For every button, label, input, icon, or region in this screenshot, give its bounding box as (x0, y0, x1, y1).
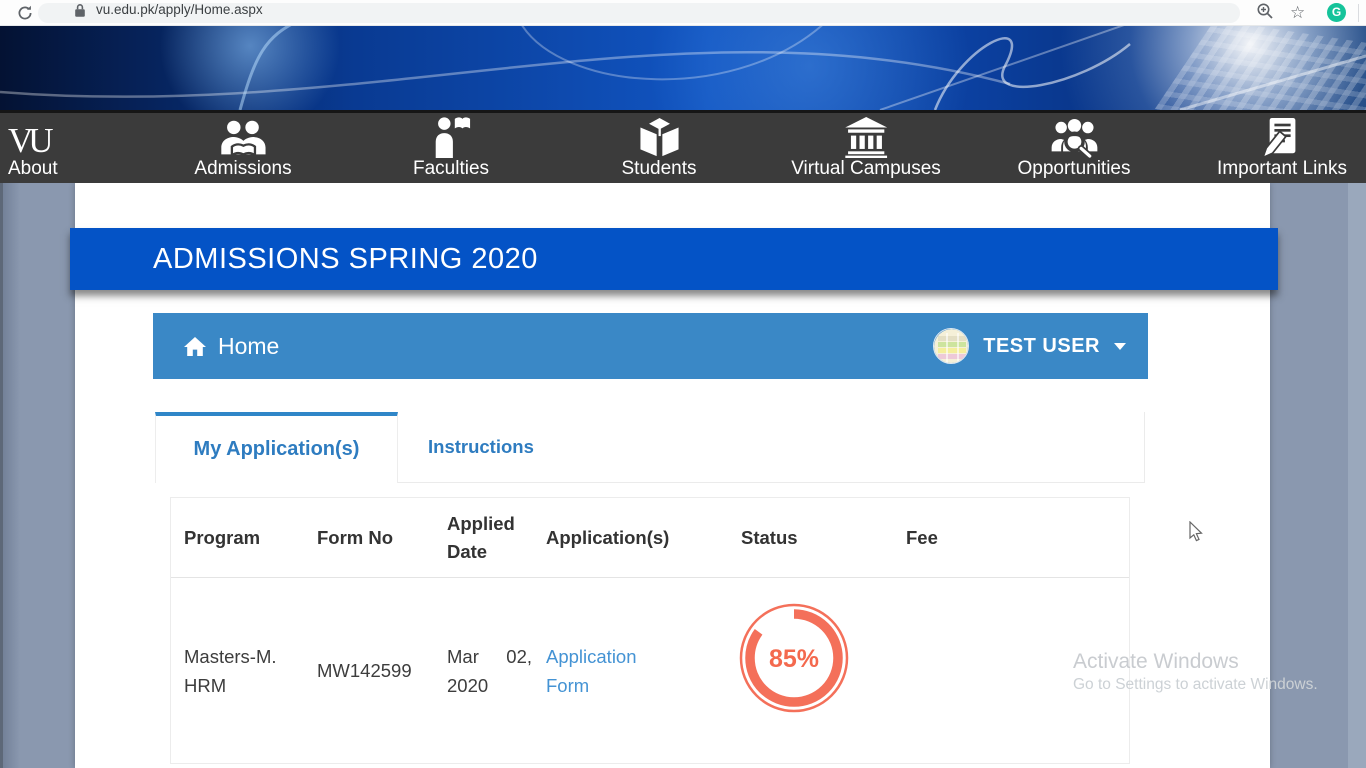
col-header-program: Program (184, 526, 261, 548)
vu-logo: VU (8, 121, 54, 160)
bookmark-star-icon[interactable]: ☆ (1290, 3, 1306, 22)
status-progress-arc (745, 608, 843, 707)
browser-toolbar: vu.edu.pk/apply/Home.aspx ☆ G (0, 0, 1366, 26)
campus-building-icon (845, 116, 887, 158)
nav-label-opportunities: Opportunities (1017, 158, 1131, 179)
window-edge (0, 183, 3, 768)
chevron-down-icon (1114, 342, 1126, 350)
tab-instructions[interactable]: Instructions (398, 412, 1145, 483)
reload-icon[interactable] (16, 4, 34, 22)
page-title-banner: ADMISSIONS SPRING 2020 (70, 228, 1278, 290)
address-bar[interactable] (38, 3, 1240, 23)
cell-status: 85% (739, 603, 906, 727)
home-label: Home (218, 332, 280, 359)
nav-label-students: Students (621, 158, 697, 179)
status-progress-circle: 85% (738, 602, 850, 714)
col-header-form-no: Form No (317, 526, 394, 548)
table-row: Masters-M. HRM MW142599 Mar 02, 2020 App… (171, 578, 1129, 763)
url-text[interactable]: vu.edu.pk/apply/Home.aspx (96, 2, 263, 17)
nav-item-important-links[interactable]: Important Links (1217, 113, 1347, 186)
application-form-link[interactable]: Application Form (546, 645, 637, 696)
col-header-applications: Application(s) (546, 526, 670, 548)
user-name: TEST USER (983, 334, 1100, 357)
nav-item-opportunities[interactable]: Opportunities (1017, 113, 1131, 186)
activate-windows-watermark: Activate Windows (1073, 650, 1239, 673)
home-icon (184, 336, 206, 356)
zoom-in-icon[interactable] (1256, 2, 1274, 27)
applications-table: Program Form No Applied Date Application… (170, 497, 1130, 764)
col-header-fee: Fee (906, 526, 938, 548)
toolbar-divider (1358, 4, 1359, 22)
activate-windows-hint: Go to Settings to activate Windows. (1073, 676, 1318, 693)
nav-item-admissions[interactable]: Admissions (194, 113, 292, 186)
page-title: ADMISSIONS SPRING 2020 (153, 242, 538, 275)
hero-banner-image (0, 26, 1366, 110)
col-header-applied-date: Applied Date (447, 512, 515, 562)
nav-label-admissions: Admissions (194, 158, 292, 179)
cell-applied-date: Mar 02, 2020 (447, 645, 532, 696)
cell-form-no: MW142599 (317, 660, 412, 681)
nav-label-about: About (8, 158, 58, 179)
lock-icon[interactable] (74, 3, 86, 23)
tab-strip: My Application(s) Instructions (155, 412, 1145, 483)
nav-item-virtual-campuses[interactable]: Virtual Campuses (791, 113, 941, 186)
home-bar: Home TEST USER (153, 313, 1148, 379)
table-header-row: Program Form No Applied Date Application… (171, 498, 1129, 578)
home-link[interactable]: Home (183, 333, 279, 360)
nav-label-faculties: Faculties (412, 158, 490, 179)
cell-application: Application Form (546, 642, 741, 700)
admissions-people-icon (218, 116, 268, 158)
status-percent-label: 85% (769, 645, 819, 673)
scrollbar[interactable] (1348, 183, 1366, 768)
graduate-book-icon (636, 116, 682, 158)
cell-program: Masters-M. HRM (184, 645, 277, 696)
col-header-status: Status (741, 526, 798, 548)
nav-item-faculties[interactable]: Faculties (413, 113, 489, 186)
nav-label-important-links: Important Links (1217, 158, 1347, 179)
nav-item-about[interactable]: VU About (8, 113, 58, 186)
main-nav: VU About Admissions Faculties (0, 110, 1366, 183)
document-pencil-icon (1261, 116, 1303, 158)
nav-label-virtual-campuses: Virtual Campuses (791, 158, 941, 179)
faculty-person-book-icon (431, 116, 471, 158)
avatar (933, 328, 970, 364)
tab-my-applications[interactable]: My Application(s) (155, 412, 398, 483)
grammarly-icon[interactable]: G (1327, 3, 1346, 22)
people-search-icon (1049, 116, 1099, 158)
nav-item-students[interactable]: Students (622, 113, 697, 186)
user-menu[interactable]: TEST USER (933, 328, 1126, 364)
mouse-cursor (1189, 520, 1206, 548)
